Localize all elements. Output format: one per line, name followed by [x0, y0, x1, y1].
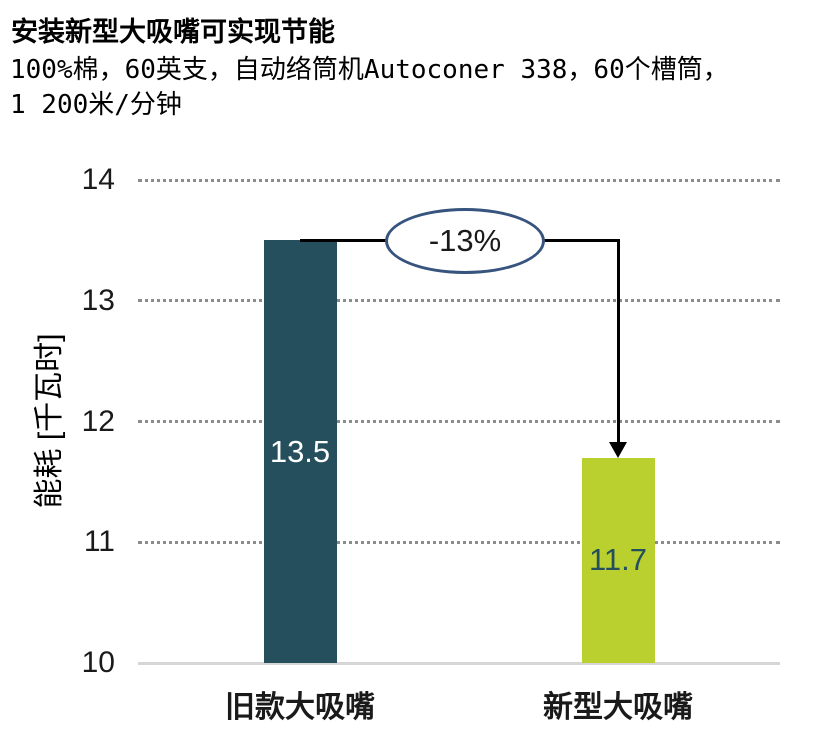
- chart-title: 安装新型大吸嘴可实现节能: [11, 17, 335, 47]
- y-tick-label: 13: [81, 283, 115, 317]
- x-axis-line: [138, 661, 780, 665]
- gridline: [138, 540, 780, 544]
- annotation-connector-vertical: [616, 238, 620, 443]
- category-label: 新型大吸嘴: [543, 691, 693, 724]
- bar-value-label: 11.7: [588, 542, 648, 578]
- category-label: 旧款大吸嘴: [225, 691, 375, 724]
- bar-value-label: 13.5: [269, 433, 331, 469]
- y-tick-label: 14: [81, 163, 115, 196]
- chart-subtitle-line-1: 100%棉，60英支，自动络筒机Autoconer 338，60个槽筒，: [10, 55, 729, 85]
- y-tick-label: 11: [83, 525, 115, 559]
- gridline: [138, 299, 780, 303]
- annotation-ellipse: -13%: [385, 208, 545, 275]
- annotation-arrowhead-down: [609, 441, 627, 458]
- gridline: [138, 178, 780, 182]
- bar-new-nozzle: 11.7: [581, 457, 655, 663]
- gridline: [138, 420, 780, 423]
- y-tick-label: 10: [81, 646, 115, 679]
- chart-subtitle-line-2: 1 200米/分钟: [10, 90, 182, 120]
- bar-old-nozzle: 13.5: [263, 240, 337, 663]
- y-tick-label: 12: [81, 404, 115, 438]
